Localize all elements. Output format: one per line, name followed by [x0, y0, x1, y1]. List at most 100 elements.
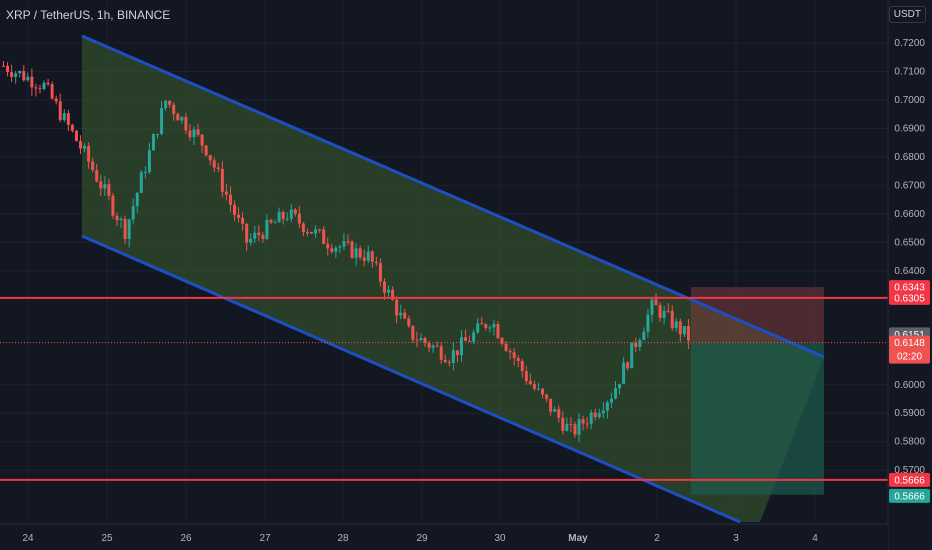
- candle-body: [431, 345, 435, 348]
- price-axis[interactable]: [888, 0, 932, 550]
- candle-body: [281, 212, 285, 219]
- candle-body: [658, 305, 662, 318]
- candle-body: [601, 410, 605, 414]
- candle-body: [678, 321, 682, 335]
- candle-body: [399, 312, 403, 316]
- candle-body: [160, 108, 164, 135]
- candle-body: [151, 134, 155, 151]
- time-tick-label: 24: [22, 533, 34, 544]
- candle-body: [208, 155, 212, 161]
- candle-body: [524, 371, 528, 382]
- candle-body: [310, 232, 314, 234]
- candle-body: [654, 299, 658, 306]
- candle-body: [14, 73, 18, 77]
- current-price-text: 0.6148: [894, 338, 925, 349]
- candle-body: [257, 232, 261, 236]
- candle-body: [107, 184, 111, 196]
- price-tick-label: 0.6600: [894, 209, 925, 220]
- candle-body: [415, 339, 419, 341]
- time-tick-label: 28: [337, 533, 349, 544]
- candle-body: [670, 310, 674, 329]
- candle-body: [330, 248, 334, 252]
- candle-body: [387, 289, 391, 293]
- candle-body: [204, 145, 208, 156]
- stop-price-tag: [889, 280, 930, 295]
- candle-body: [46, 82, 50, 85]
- candle-body: [561, 417, 565, 431]
- candle-body: [196, 129, 200, 135]
- candle-body: [541, 388, 545, 395]
- candle-body: [686, 326, 690, 341]
- support-price-tag: [889, 472, 930, 487]
- price-tick-label: 0.6000: [894, 380, 925, 391]
- candle-body: [34, 87, 38, 89]
- support-price-tag-text: 0.5666: [894, 475, 925, 486]
- candle-body: [99, 181, 103, 189]
- candle-body: [626, 362, 630, 369]
- candle-body: [228, 194, 232, 205]
- price-tick-label: 0.6900: [894, 123, 925, 134]
- time-tick-label: 27: [259, 533, 271, 544]
- price-tick-label: 0.5700: [894, 465, 925, 476]
- price-tick-label: 0.6500: [894, 237, 925, 248]
- candle-body: [577, 419, 581, 435]
- candle-body: [646, 314, 650, 332]
- candle-body: [147, 150, 151, 173]
- candle-body: [119, 218, 123, 221]
- candle-body: [26, 76, 30, 81]
- candle-body: [172, 104, 176, 114]
- candle-body: [613, 388, 617, 399]
- candle-body: [216, 167, 220, 169]
- candle-body: [180, 116, 184, 121]
- time-axis[interactable]: [0, 524, 888, 550]
- candle-body: [589, 412, 593, 424]
- candle-body: [532, 384, 536, 389]
- candle-body: [674, 321, 678, 329]
- candle-body: [6, 65, 10, 73]
- time-tick-label: 25: [101, 533, 113, 544]
- candle-body: [233, 204, 237, 215]
- candle-body: [164, 100, 168, 109]
- candle-body: [403, 312, 407, 319]
- candle-body: [378, 263, 382, 282]
- candle-body: [553, 409, 557, 412]
- currency-button[interactable]: USDT: [888, 6, 926, 23]
- candle-body: [488, 327, 492, 329]
- candle-body: [245, 223, 249, 243]
- resistance-price-tag: [889, 290, 930, 305]
- channel-upper-line[interactable]: [81, 34, 825, 359]
- stop-loss-zone[interactable]: [691, 287, 824, 343]
- resistance-price-tag-text: 0.6305: [894, 293, 925, 304]
- last-close-price-tag-text: 0.6151: [894, 330, 925, 341]
- channel-lower-line[interactable]: [81, 234, 741, 524]
- time-tick-label: 4: [812, 533, 818, 544]
- candle-body: [334, 247, 338, 252]
- candle-body: [585, 423, 589, 425]
- candle-body: [277, 212, 281, 223]
- candle-body: [508, 350, 512, 353]
- candle-body: [269, 220, 273, 223]
- candle-body: [520, 360, 524, 372]
- candle-body: [411, 325, 415, 340]
- candle-body: [451, 350, 455, 363]
- candle-body: [301, 223, 305, 233]
- stop-price-tag-text: 0.6343: [894, 283, 925, 294]
- price-tick-label: 0.7100: [894, 66, 925, 77]
- candle-body: [459, 337, 463, 356]
- candle-body: [573, 424, 577, 435]
- symbol-title: XRP / TetherUS, 1h, BINANCE: [6, 8, 171, 22]
- candle-body: [362, 257, 366, 261]
- candle-body: [111, 195, 115, 216]
- candle-body: [2, 65, 5, 67]
- candle-body: [528, 381, 532, 385]
- channel-fill: [82, 36, 824, 522]
- time-tick-label: 2: [654, 533, 660, 544]
- candle-body: [370, 251, 374, 262]
- candle-body: [70, 124, 74, 131]
- candle-body: [176, 113, 180, 121]
- candle-body: [123, 218, 127, 240]
- candle-body: [192, 129, 196, 138]
- take-profit-zone[interactable]: [691, 342, 824, 495]
